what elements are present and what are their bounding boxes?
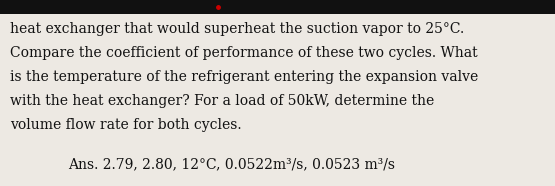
Text: Ans. 2.79, 2.80, 12°C, 0.0522m³/s, 0.0523 m³/s: Ans. 2.79, 2.80, 12°C, 0.0522m³/s, 0.052… bbox=[68, 157, 395, 171]
Text: heat exchanger that would superheat the suction vapor to 25°C.: heat exchanger that would superheat the … bbox=[10, 22, 464, 36]
Bar bbox=[0, 0, 555, 14]
Text: volume flow rate for both cycles.: volume flow rate for both cycles. bbox=[10, 118, 241, 132]
Text: Compare the coefficient of performance of these two cycles. What: Compare the coefficient of performance o… bbox=[10, 46, 478, 60]
Text: with the heat exchanger? For a load of 50kW, determine the: with the heat exchanger? For a load of 5… bbox=[10, 94, 434, 108]
Text: is the temperature of the refrigerant entering the expansion valve: is the temperature of the refrigerant en… bbox=[10, 70, 478, 84]
